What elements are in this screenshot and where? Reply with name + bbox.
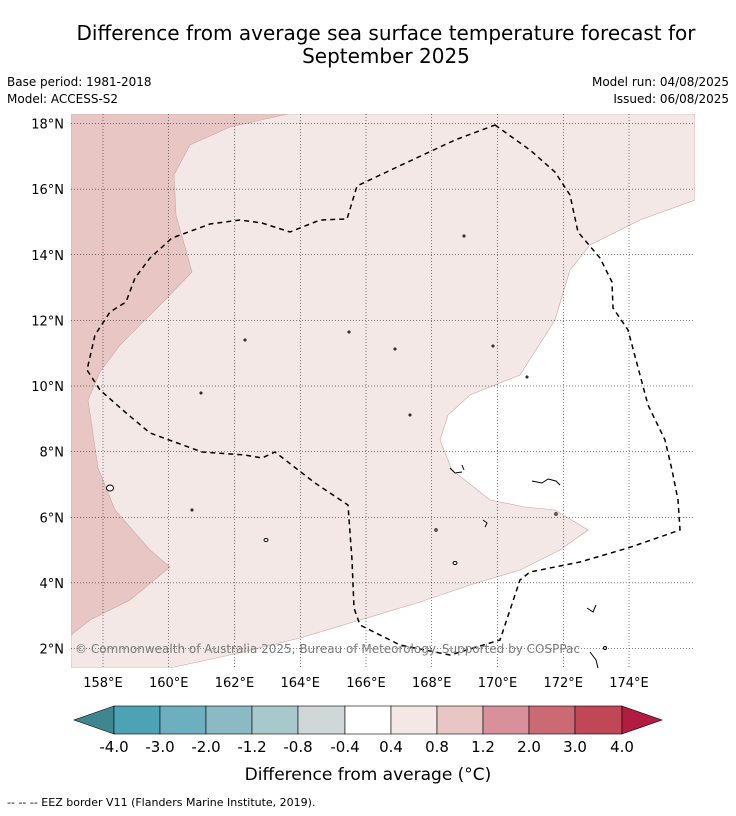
colorbar-tick-label: 4.0 <box>610 738 634 756</box>
lat-label: 16°N <box>31 183 64 198</box>
colorbar-bin <box>528 705 576 735</box>
anomaly-region-1-2-to-2-0 <box>71 114 289 636</box>
lon-label: 160°E <box>149 676 189 691</box>
colorbar-bin <box>344 705 392 735</box>
lon-label: 166°E <box>346 676 386 691</box>
colorbar-title: Difference from average (°C) <box>245 765 492 785</box>
colorbar-tick-label: 0.8 <box>425 738 449 756</box>
colorbar-bin <box>159 705 207 735</box>
gridlines <box>71 114 695 668</box>
copyright-notice: © Commonwealth of Australia 2025, Bureau… <box>75 642 580 656</box>
colorbar-bin <box>482 705 530 735</box>
eez-border-legend: -- -- -- EEZ border V11 (Flanders Marine… <box>7 796 316 809</box>
colorbar-tick-label: -4.0 <box>99 738 128 756</box>
anomaly-region-0-4-to-0-8 <box>71 114 695 668</box>
colorbar-bin <box>205 705 253 735</box>
lon-label: 172°E <box>543 676 583 691</box>
lon-label: 158°E <box>83 676 123 691</box>
colorbar-tick-label: 2.0 <box>517 738 541 756</box>
lat-label: 2°N <box>40 643 65 658</box>
colorbar-bin <box>113 705 161 735</box>
model-label: Model: ACCESS-S2 <box>7 92 119 106</box>
lat-label: 12°N <box>31 314 64 329</box>
lat-label: 18°N <box>31 118 64 133</box>
lat-label: 10°N <box>31 380 64 395</box>
colorbar-tick-label: -2.0 <box>191 738 220 756</box>
chart-title-line-2: September 2025 <box>302 44 470 68</box>
lat-label: 6°N <box>40 511 65 526</box>
base-period-label: Base period: 1981-2018 <box>7 75 152 89</box>
colorbar: -4.0 -3.0 -2.0 -1.2 -0.8 -0.4 0.4 0.8 1.2 2.0 3.0 4… <box>73 705 663 785</box>
colorbar-bin <box>436 705 484 735</box>
colorbar-tick-label: -3.0 <box>145 738 174 756</box>
lon-label: 170°E <box>478 676 518 691</box>
colorbar-bins <box>73 705 663 735</box>
colorbar-bin <box>297 705 346 735</box>
sst-anomaly-map: 18°N 16°N 14°N 12°N 10°N 8°N 6°N 4°N 2°N 158°E 16… <box>31 114 695 691</box>
colorbar-bin <box>390 705 438 735</box>
colorbar-tick-label: 1.2 <box>471 738 495 756</box>
lat-label: 4°N <box>40 577 65 592</box>
colorbar-over-arrow <box>621 705 663 735</box>
colorbar-under-arrow <box>73 705 115 735</box>
colorbar-tick-labels: -4.0 -3.0 -2.0 -1.2 -0.8 -0.4 0.4 0.8 1.2 2.0 3.0 4… <box>99 738 634 756</box>
lat-label: 8°N <box>40 446 65 461</box>
colorbar-tick-label: -0.4 <box>330 738 359 756</box>
chart-title-line-1: Difference from average sea surface temp… <box>76 21 696 45</box>
colorbar-bin <box>251 705 299 735</box>
lon-label: 168°E <box>412 676 452 691</box>
eez-border <box>86 124 681 656</box>
colorbar-tick-label: -0.8 <box>283 738 312 756</box>
metadata-left: Base period: 1981-2018 Model: ACCESS-S2 <box>7 74 152 108</box>
lon-label: 174°E <box>609 676 649 691</box>
lon-label: 162°E <box>215 676 255 691</box>
islands <box>106 234 607 668</box>
colorbar-tick-label: 3.0 <box>563 738 587 756</box>
lat-label: 14°N <box>31 249 64 264</box>
colorbar-tick-label: -1.2 <box>237 738 266 756</box>
latitude-labels: 18°N 16°N 14°N 12°N 10°N 8°N 6°N 4°N 2°N <box>31 118 64 658</box>
lon-label: 164°E <box>280 676 320 691</box>
longitude-labels: 158°E 160°E 162°E 164°E 166°E 168°E 170°E 172°E… <box>83 676 649 691</box>
issued-label: Issued: 06/08/2025 <box>613 92 729 106</box>
chart-title: Difference from average sea surface temp… <box>40 22 732 68</box>
colorbar-tick-label: 0.4 <box>379 738 403 756</box>
metadata-right: Model run: 04/08/2025 Issued: 06/08/2025 <box>592 74 729 108</box>
colorbar-bin <box>574 705 623 735</box>
model-run-label: Model run: 04/08/2025 <box>591 75 729 89</box>
